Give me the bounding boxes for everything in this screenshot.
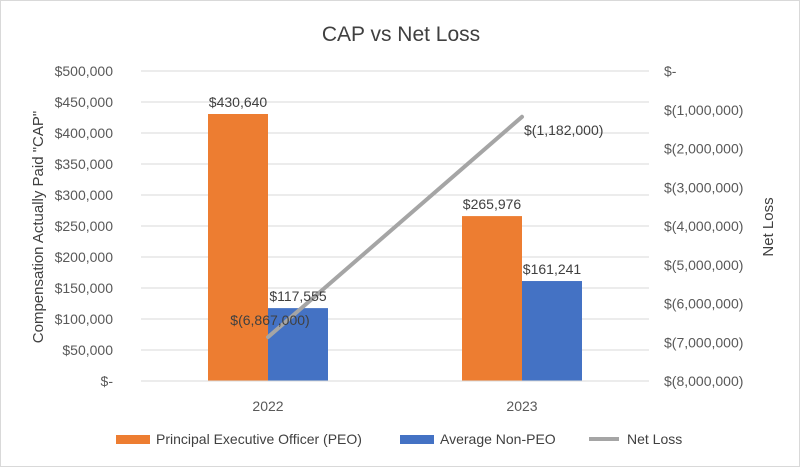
y2-tick-label: $(2,000,000)	[664, 141, 743, 157]
data-label: $161,241	[523, 261, 582, 277]
data-label: $(6,867,000)	[230, 312, 309, 328]
legend-label: Average Non-PEO	[440, 431, 556, 447]
y-tick-label: $200,000	[55, 249, 114, 265]
data-label: $(1,182,000)	[524, 122, 603, 138]
y2-axis-title: Net Loss	[760, 197, 777, 256]
data-labels: $430,640 $265,976 $117,555 $161,241 $(6,867,…	[209, 94, 604, 328]
bar	[522, 281, 582, 381]
net-loss-series	[266, 114, 524, 340]
y-tick-label: $350,000	[55, 156, 114, 172]
y-tick-label: $100,000	[55, 311, 114, 327]
legend-swatch	[400, 435, 434, 444]
y-axis-title: Compensation Actually Paid "CAP"	[30, 111, 47, 343]
y2-tick-label: $(3,000,000)	[664, 179, 743, 195]
chart-title: CAP vs Net Loss	[322, 23, 480, 46]
y2-tick-label: $(6,000,000)	[664, 296, 743, 312]
bar	[208, 114, 268, 381]
x-tick-label: 2023	[506, 398, 537, 414]
legend: Principal Executive Officer (PEO) Average…	[116, 431, 682, 447]
y-tick-label: $150,000	[55, 280, 114, 296]
legend-label: Principal Executive Officer (PEO)	[156, 431, 362, 447]
y-tick-label: $450,000	[55, 94, 114, 110]
y-tick-label: $300,000	[55, 187, 114, 203]
x-tick-label: 2022	[252, 398, 283, 414]
y2-tick-label: $(4,000,000)	[664, 218, 743, 234]
data-label: $117,555	[269, 288, 327, 304]
y2-tick-label: $(5,000,000)	[664, 257, 743, 273]
data-label: $430,640	[209, 94, 268, 110]
bar	[462, 216, 522, 381]
axes: $- $50,000 $100,000 $150,000 $200,000 $250,00…	[55, 63, 744, 414]
y-tick-label: $50,000	[62, 342, 113, 358]
y2-tick-label: $(8,000,000)	[664, 373, 743, 389]
y2-tick-label: $-	[664, 63, 677, 79]
data-label: $265,976	[463, 196, 522, 212]
y-tick-label: $-	[101, 373, 114, 389]
y-tick-label: $400,000	[55, 125, 114, 141]
y2-tick-label: $(1,000,000)	[664, 102, 743, 118]
y-tick-label: $250,000	[55, 218, 114, 234]
y-tick-label: $500,000	[55, 63, 114, 79]
net-loss-line	[266, 114, 524, 340]
legend-swatch	[116, 435, 150, 444]
bars	[208, 114, 582, 381]
legend-label: Net Loss	[627, 431, 682, 447]
bar	[268, 308, 328, 381]
y2-tick-label: $(7,000,000)	[664, 334, 743, 350]
